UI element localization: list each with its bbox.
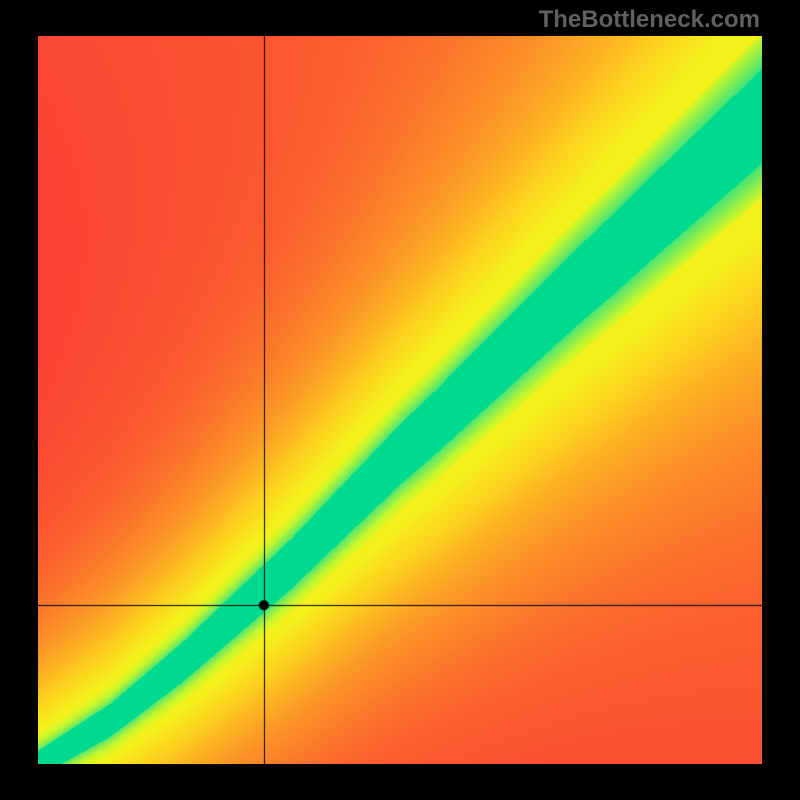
plot-area [38,36,762,764]
watermark-text: TheBottleneck.com [539,6,760,34]
chart-container: TheBottleneck.com [0,0,800,800]
heatmap-canvas [38,36,762,764]
